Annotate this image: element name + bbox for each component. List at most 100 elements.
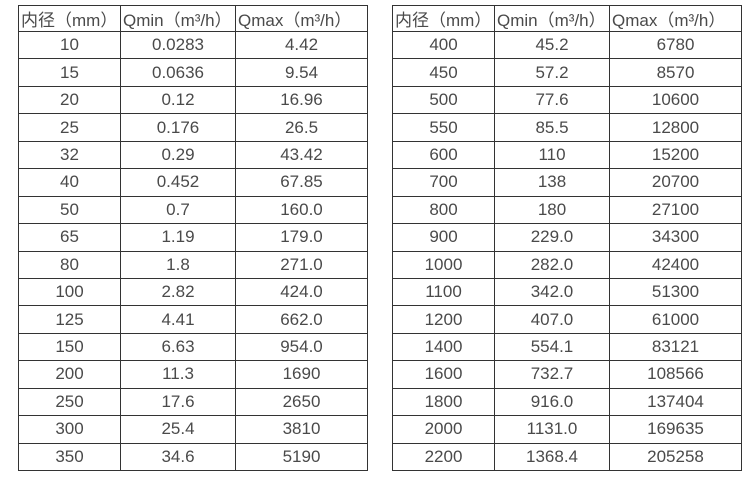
table-row: 250 17.6 2650 bbox=[18, 387, 368, 417]
table-row: 32 0.29 43.42 bbox=[18, 140, 368, 170]
table-row: 50 0.7 160.0 bbox=[18, 195, 368, 225]
table-cell: 0.29 bbox=[120, 140, 236, 170]
table-cell: 32 bbox=[18, 140, 121, 170]
table-cell: 15 bbox=[18, 58, 121, 87]
table-cell: 0.176 bbox=[120, 113, 236, 142]
table-cell: 8570 bbox=[609, 58, 742, 87]
table-row: 25 0.176 26.5 bbox=[18, 113, 368, 142]
table-row: 900 229.0 34300 bbox=[392, 223, 742, 252]
table-cell: 6.63 bbox=[120, 332, 236, 362]
table-cell: 50 bbox=[18, 195, 121, 225]
table-cell: 11.3 bbox=[120, 360, 236, 389]
table-row: 1800 916.0 137404 bbox=[392, 387, 742, 417]
table-cell: 43.42 bbox=[235, 140, 368, 170]
table-row: 500 77.6 10600 bbox=[392, 85, 742, 115]
table-cell: 83121 bbox=[609, 332, 742, 362]
table-cell: 550 bbox=[392, 113, 495, 142]
table-cell: 40 bbox=[18, 168, 121, 197]
table-cell: 500 bbox=[392, 85, 495, 115]
column-header: Qmin（m³/h） bbox=[120, 5, 236, 32]
table-cell: 1100 bbox=[392, 277, 495, 307]
table-cell: 77.6 bbox=[494, 85, 610, 115]
table-cell: 1000 bbox=[392, 250, 495, 279]
table-cell: 229.0 bbox=[494, 223, 610, 252]
table-row: 400 45.2 6780 bbox=[392, 30, 742, 60]
table-cell: 1200 bbox=[392, 305, 495, 334]
table-cell: 51300 bbox=[609, 277, 742, 307]
table-cell: 5190 bbox=[235, 442, 368, 472]
table-cell: 67.85 bbox=[235, 168, 368, 197]
table-cell: 34.6 bbox=[120, 442, 236, 472]
table-cell: 250 bbox=[18, 387, 121, 417]
table-cell: 407.0 bbox=[494, 305, 610, 334]
table-cell: 85.5 bbox=[494, 113, 610, 142]
table-row: 800 180 27100 bbox=[392, 195, 742, 225]
table-cell: 20 bbox=[18, 85, 121, 115]
table-cell: 61000 bbox=[609, 305, 742, 334]
table-cell: 1400 bbox=[392, 332, 495, 362]
table-cell: 169635 bbox=[609, 415, 742, 444]
table-cell: 662.0 bbox=[235, 305, 368, 334]
table-cell: 10600 bbox=[609, 85, 742, 115]
table-cell: 9.54 bbox=[235, 58, 368, 87]
column-header: Qmin（m³/h） bbox=[494, 5, 610, 32]
table-cell: 4.42 bbox=[235, 30, 368, 60]
table-cell: 205258 bbox=[609, 442, 742, 472]
flow-spec-table-left: 内径（mm） Qmin（m³/h） Qmax（m³/h） 10 0.0283 4.42 15… bbox=[18, 5, 368, 472]
table-cell: 1131.0 bbox=[494, 415, 610, 444]
table-cell: 0.7 bbox=[120, 195, 236, 225]
table-cell: 150 bbox=[18, 332, 121, 362]
table-cell: 0.0283 bbox=[120, 30, 236, 60]
column-header: Qmax（m³/h） bbox=[609, 5, 742, 32]
table-cell: 42400 bbox=[609, 250, 742, 279]
table-row: 1100 342.0 51300 bbox=[392, 277, 742, 307]
table-cell: 732.7 bbox=[494, 360, 610, 389]
table-cell: 282.0 bbox=[494, 250, 610, 279]
flow-spec-table-right: 内径（mm） Qmin（m³/h） Qmax（m³/h） 400 45.2 6780 450… bbox=[392, 5, 742, 472]
table-cell: 34300 bbox=[609, 223, 742, 252]
table-cell: 700 bbox=[392, 168, 495, 197]
table-cell: 26.5 bbox=[235, 113, 368, 142]
table-cell: 342.0 bbox=[494, 277, 610, 307]
table-cell: 0.12 bbox=[120, 85, 236, 115]
table-cell: 2650 bbox=[235, 387, 368, 417]
table-cell: 300 bbox=[18, 415, 121, 444]
table-cell: 25.4 bbox=[120, 415, 236, 444]
table-row: 300 25.4 3810 bbox=[18, 415, 368, 444]
table-cell: 2200 bbox=[392, 442, 495, 472]
table-cell: 450 bbox=[392, 58, 495, 87]
table-row: 100 2.82 424.0 bbox=[18, 277, 368, 307]
table-row: 2200 1368.4 205258 bbox=[392, 442, 742, 472]
table-row: 20 0.12 16.96 bbox=[18, 85, 368, 115]
table-row: 150 6.63 954.0 bbox=[18, 332, 368, 362]
table-cell: 45.2 bbox=[494, 30, 610, 60]
table-row: 1600 732.7 108566 bbox=[392, 360, 742, 389]
table-cell: 800 bbox=[392, 195, 495, 225]
table-row: 450 57.2 8570 bbox=[392, 58, 742, 87]
table-cell: 600 bbox=[392, 140, 495, 170]
table-row: 350 34.6 5190 bbox=[18, 442, 368, 472]
table-row: 1400 554.1 83121 bbox=[392, 332, 742, 362]
table-cell: 80 bbox=[18, 250, 121, 279]
table-row: 200 11.3 1690 bbox=[18, 360, 368, 389]
table-row: 1000 282.0 42400 bbox=[392, 250, 742, 279]
table-cell: 6780 bbox=[609, 30, 742, 60]
table-cell: 108566 bbox=[609, 360, 742, 389]
table-row: 10 0.0283 4.42 bbox=[18, 30, 368, 60]
table-row: 2000 1131.0 169635 bbox=[392, 415, 742, 444]
table-cell: 17.6 bbox=[120, 387, 236, 417]
table-cell: 0.0636 bbox=[120, 58, 236, 87]
table-cell: 179.0 bbox=[235, 223, 368, 252]
table-cell: 100 bbox=[18, 277, 121, 307]
header-row: 内径（mm） Qmin（m³/h） Qmax（m³/h） bbox=[18, 5, 368, 32]
table-cell: 2000 bbox=[392, 415, 495, 444]
table-row: 65 1.19 179.0 bbox=[18, 223, 368, 252]
table-cell: 3810 bbox=[235, 415, 368, 444]
table-cell: 180 bbox=[494, 195, 610, 225]
table-cell: 0.452 bbox=[120, 168, 236, 197]
table-cell: 1368.4 bbox=[494, 442, 610, 472]
table-cell: 16.96 bbox=[235, 85, 368, 115]
table-cell: 57.2 bbox=[494, 58, 610, 87]
table-cell: 554.1 bbox=[494, 332, 610, 362]
table-row: 700 138 20700 bbox=[392, 168, 742, 197]
